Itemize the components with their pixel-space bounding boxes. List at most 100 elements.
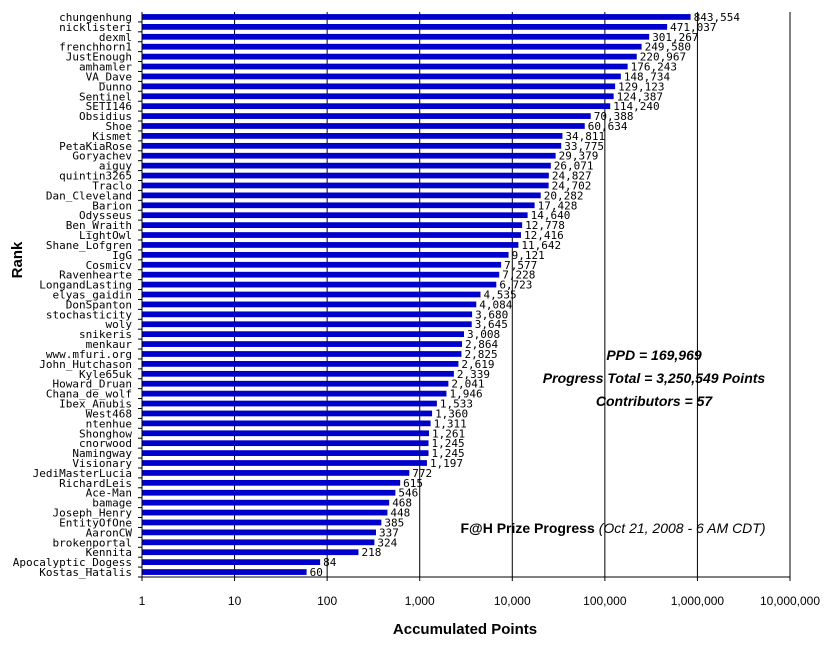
category-label: Visionary (72, 457, 132, 470)
category-label: PetaKiaRose (59, 140, 132, 153)
bar (142, 420, 431, 427)
category-label: cnorwood (79, 437, 132, 450)
x-axis-title: Accumulated Points (393, 621, 537, 638)
bar (142, 142, 562, 149)
data-label: 1,197 (430, 457, 463, 470)
bar (142, 311, 473, 318)
category-label: Kismet (92, 130, 132, 143)
data-label: 448 (390, 507, 410, 520)
category-label: Ibex_Anubis (59, 398, 132, 411)
bar (142, 202, 535, 209)
data-label: 12,778 (525, 219, 565, 232)
data-label: 14,640 (531, 209, 571, 222)
category-label: Cosmicv (86, 259, 133, 272)
data-label: 1,360 (435, 407, 468, 420)
data-label: 7,577 (504, 259, 537, 272)
data-label: 4,535 (483, 289, 516, 302)
bar (142, 370, 454, 377)
bar (142, 93, 614, 100)
ppd-annotation: PPD = 169,969 (606, 347, 702, 363)
data-label: 176,243 (631, 61, 677, 74)
category-label: Kyle65uk (79, 368, 132, 381)
category-label: elyas_gaidin (53, 289, 132, 302)
category-label: ntenhue (86, 417, 132, 430)
data-label: 20,282 (544, 189, 584, 202)
bar (142, 43, 642, 50)
progress-total-annotation: Progress Total = 3,250,549 Points (543, 370, 766, 386)
bar (142, 192, 541, 199)
x-tick-label: 100 (317, 594, 337, 608)
data-label: 12,416 (524, 229, 564, 242)
x-tick-labels: 1 10 100 1,000 10,000 100,000 1,000,000 10,000,… (139, 594, 821, 608)
bar (142, 123, 585, 129)
category-label: EntityOfOne (59, 516, 132, 529)
bar (142, 33, 650, 40)
category-label: SETI146 (86, 100, 132, 113)
bar (142, 291, 481, 298)
category-labels: chungenhungnicklisteridexmlfrenchhorn1Ju… (13, 11, 133, 579)
data-label: 33,775 (564, 140, 604, 153)
bar (142, 460, 427, 466)
bar (142, 499, 390, 506)
category-label: chungenhung (59, 11, 132, 24)
bar (142, 440, 429, 447)
bar (142, 251, 509, 258)
contributors-annotation: Contributors = 57 (596, 393, 714, 409)
data-label: 24,702 (552, 179, 592, 192)
category-label: Barion (92, 199, 132, 212)
bar (142, 341, 463, 347)
bar (142, 23, 668, 30)
data-labels: 843,554471,037301,267249,580220,967176,2… (310, 11, 741, 579)
data-label: 1,533 (440, 398, 473, 411)
bar (142, 390, 447, 397)
category-label: stochasticity (46, 308, 132, 321)
bar (142, 281, 497, 288)
bar (142, 103, 611, 110)
category-label: aiguy (99, 160, 132, 173)
data-label: 9,121 (512, 249, 545, 262)
bar (142, 152, 556, 159)
bar (142, 509, 388, 516)
category-label: Dan_Cleveland (46, 189, 132, 202)
category-label: dexml (99, 31, 132, 44)
data-label: 129,123 (618, 80, 664, 93)
category-label: woly (106, 318, 133, 331)
category-label: Ace-Man (86, 487, 132, 500)
category-label: Apocalyptic_Dogess (13, 556, 132, 569)
category-label: LongandLasting (39, 279, 132, 292)
data-label: 17,428 (538, 199, 578, 212)
data-label: 3,008 (467, 328, 500, 341)
data-label: 29,379 (559, 150, 599, 163)
category-label: Kennita (86, 546, 132, 559)
x-tick-label: 10,000 (494, 594, 531, 608)
category-label: Chana_de_wolf (46, 388, 132, 401)
x-tick-label: 1,000 (405, 594, 435, 608)
caption-main: F@H Prize Progress (460, 520, 594, 536)
bar (142, 113, 591, 119)
data-label: 84 (323, 556, 337, 569)
bar (142, 380, 449, 387)
data-label: 1,261 (432, 427, 465, 440)
bar (142, 549, 359, 556)
data-label: 468 (392, 497, 412, 510)
data-label: 1,245 (432, 437, 465, 450)
bar (142, 53, 637, 60)
data-label: 324 (377, 536, 397, 549)
bar (142, 400, 437, 407)
category-label: DonSpanton (66, 298, 132, 311)
bar (142, 242, 519, 248)
data-label: 249,580 (645, 41, 691, 54)
bar (142, 569, 307, 575)
category-label: nicklisteri (59, 21, 132, 34)
bar (142, 489, 396, 496)
category-label: AaronCW (86, 526, 133, 539)
bar (142, 182, 549, 189)
category-label: Ben_Wraith (66, 219, 132, 232)
category-label: JediMasterLucia (33, 467, 132, 480)
category-label: VA_Dave (86, 70, 132, 83)
category-label: Goryachev (72, 150, 132, 163)
data-label: 3,645 (475, 318, 508, 331)
category-label: Namingway (72, 447, 132, 460)
category-label: snikeris (79, 328, 132, 341)
bar (142, 529, 376, 536)
